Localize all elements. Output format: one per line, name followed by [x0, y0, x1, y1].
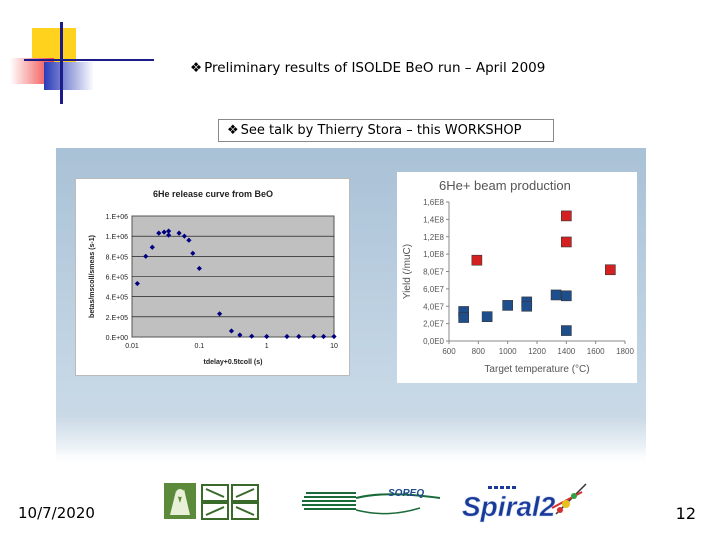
data-point: [550, 289, 562, 301]
data-point: [481, 311, 493, 322]
x-tick-label: 1600: [587, 347, 605, 356]
slide-subtitle-box: ❖ See talk by Thierry Stora – this WORKSH…: [218, 119, 554, 142]
x-tick-label: 1: [265, 343, 269, 350]
slide-subtitle-text: See talk by Thierry Stora – this WORKSHO…: [240, 123, 522, 138]
page-number: 12: [675, 504, 696, 523]
data-point: [458, 312, 469, 323]
y-tick-label: 1,0E8: [423, 250, 444, 259]
x-tick-label: 0.01: [125, 343, 139, 350]
data-point: [228, 328, 235, 334]
data-point: [181, 233, 187, 239]
x-tick-label: 1200: [528, 347, 546, 356]
x-tick-label: 800: [472, 347, 486, 356]
data-point: [561, 325, 572, 336]
x-tick-label: 10: [330, 343, 338, 350]
bullet-diamond-icon: ❖: [190, 60, 203, 76]
spiral2-logo: Spiral2: [462, 483, 587, 522]
y-tick-label: 4.E+05: [106, 295, 128, 302]
data-point: [561, 236, 572, 248]
data-point: [143, 253, 149, 259]
chart-title: 6He+ beam production: [439, 178, 571, 193]
data-point: [134, 280, 140, 287]
data-point: [561, 210, 572, 222]
y-tick-label: 1.E+06: [106, 214, 128, 221]
x-tick-label: 1800: [616, 347, 634, 356]
x-axis-label: tdelay+0.5tcoll (s): [204, 359, 263, 366]
y-tick-label: 0,0E0: [423, 337, 444, 346]
data-point: [149, 244, 155, 250]
y-tick-label: 2,0E7: [423, 320, 444, 329]
y-tick-label: 1.E+06: [106, 234, 128, 241]
y-axis-label: betas/mscoll/smeas (s-1): [89, 235, 96, 318]
y-tick-label: 1,2E8: [423, 233, 444, 242]
data-point: [217, 311, 223, 317]
beam-production-svg: 6He+ beam production 0,0E0 2,0E7 4,0E7 6,0E7…: [402, 178, 634, 375]
x-axis-label: Target temperature (°C): [484, 364, 589, 375]
y-tick-label: 8.E+05: [106, 254, 128, 261]
x-tick-label: 1000: [499, 347, 517, 356]
slide-title: ❖ Preliminary results of ISOLDE BeO run –…: [190, 60, 545, 76]
data-point: [471, 254, 483, 266]
data-point: [561, 290, 572, 302]
x-tick-label: 600: [442, 347, 456, 356]
y-axis-label: Yield (/muC): [402, 244, 413, 299]
figure-panel-fade: [56, 448, 646, 468]
data-point: [196, 265, 202, 272]
chart-title: 6He release curve from BeO: [153, 189, 273, 199]
data-point: [166, 232, 172, 238]
y-tick-label: 8,0E7: [423, 268, 444, 277]
release-curve-chart: 6He release curve from BeO 0.E+00 2.E+05 4.…: [75, 178, 350, 376]
slide-title-text: Preliminary results of ISOLDE BeO run – …: [204, 60, 546, 76]
y-tick-label: 6,0E7: [423, 285, 444, 294]
y-tick-label: 1,4E8: [423, 215, 444, 224]
y-tick-label: 6.E+05: [106, 275, 128, 282]
soreq-logo-text: SOREQ: [388, 488, 424, 499]
decor-vertical-line: [60, 22, 63, 104]
y-tick-label: 1,6E8: [423, 198, 444, 207]
release-curve-svg: 6He release curve from BeO 0.E+00 2.E+05 4.…: [89, 189, 338, 366]
beam-production-chart: 6He+ beam production 0,0E0 2,0E7 4,0E7 6,0E7…: [397, 172, 637, 383]
y-tick-label: 2.E+05: [106, 315, 128, 322]
data-point: [521, 300, 533, 312]
data-point: [605, 264, 616, 276]
data-point: [502, 300, 513, 311]
x-tick-label: 1400: [557, 347, 575, 356]
spiral2-logo-text: Spiral2: [462, 491, 556, 522]
decor-horizontal-line: [24, 59, 154, 61]
slide-date: 10/7/2020: [18, 504, 95, 522]
soreq-logo: SOREQ: [302, 488, 441, 515]
data-point: [161, 229, 167, 235]
decor-blue-square: [44, 62, 94, 90]
y-tick-label: 4,0E7: [423, 302, 444, 311]
institute-logo: [164, 483, 259, 520]
data-point: [237, 332, 243, 338]
data-point: [166, 228, 172, 234]
data-point: [186, 237, 192, 243]
bullet-diamond-icon: ❖: [227, 123, 239, 138]
data-point: [156, 230, 162, 236]
y-tick-label: 0.E+00: [106, 335, 128, 342]
x-tick-label: 0.1: [194, 343, 204, 350]
